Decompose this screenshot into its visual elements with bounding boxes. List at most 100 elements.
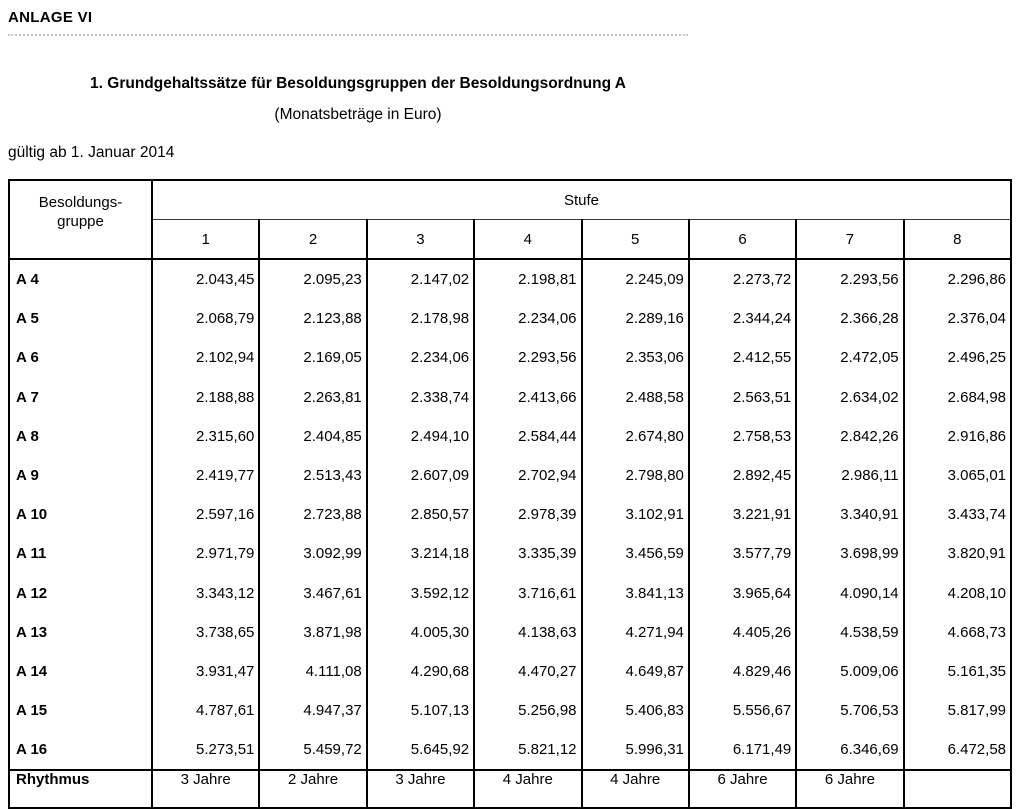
salary-value-cell: 4.649,87	[580, 651, 689, 692]
salary-table-body: A 4 2.043,45 2.095,23 2.147,02 2.198,81 2.245…	[9, 259, 1011, 771]
salary-value-cell: 4.005,30	[365, 612, 475, 652]
salary-value-cell: 2.198,81	[473, 259, 582, 300]
salary-value-cell: 2.273,72	[687, 259, 797, 300]
anlage-heading: ANLAGE VI	[8, 9, 93, 26]
stufe-column-header: 8	[902, 219, 1011, 260]
rhythmus-value-cell	[902, 769, 1011, 809]
salary-value-cell: 2.563,51	[687, 377, 797, 417]
salary-value-cell: 2.293,56	[795, 259, 904, 300]
group-label: A 7	[16, 388, 39, 406]
salary-value-cell: 2.296,86	[902, 259, 1011, 300]
table-row: A 8 2.315,60 2.404,85 2.494,10 2.584,44 2.674…	[9, 416, 1011, 456]
table-row: A 6 2.102,94 2.169,05 2.234,06 2.293,56 2.353…	[9, 338, 1011, 378]
salary-value-cell: 3.221,91	[687, 495, 797, 535]
salary-value-cell: 3.065,01	[902, 455, 1011, 496]
table-row: A 7 2.188,88 2.263,81 2.338,74 2.413,66 2.488…	[9, 377, 1011, 417]
table-row: A 11 2.971,79 3.092,99 3.214,18 3.335,39 3.45…	[9, 534, 1011, 574]
salary-value-cell: 2.584,44	[473, 416, 582, 456]
salary-value-cell: 2.419,77	[150, 455, 260, 496]
salary-value-cell: 5.996,31	[580, 730, 689, 771]
salary-value-cell: 5.556,67	[687, 691, 797, 731]
table-row: A 10 2.597,16 2.723,88 2.850,57 2.978,39 3.10…	[9, 495, 1011, 535]
salary-value-cell: 3.467,61	[258, 573, 367, 613]
salary-value-cell: 4.271,94	[580, 612, 689, 652]
salary-value-cell: 2.188,88	[150, 377, 260, 417]
group-label: A 15	[16, 702, 48, 720]
table-row: A 12 3.343,12 3.467,61 3.592,12 3.716,61 3.84…	[9, 573, 1011, 613]
rhythmus-value-cell: 6 Jahre	[795, 769, 904, 809]
salary-value-cell: 4.947,37	[258, 691, 367, 731]
group-label: A 8	[16, 427, 39, 445]
salary-value-cell: 2.043,45	[150, 259, 260, 300]
stufe-column-header: 1	[152, 219, 260, 260]
rhythmus-value-cell: 3 Jahre	[150, 769, 260, 809]
salary-value-cell: 2.293,56	[473, 338, 582, 378]
salary-value-cell: 4.138,63	[473, 612, 582, 652]
rhythmus-value-cell: 6 Jahre	[687, 769, 797, 809]
salary-value-cell: 6.171,49	[687, 730, 797, 771]
rhythmus-value-cell: 4 Jahre	[580, 769, 689, 809]
salary-value-cell: 2.916,86	[902, 416, 1011, 456]
dotted-divider	[8, 34, 688, 36]
salary-value-cell: 2.344,24	[687, 299, 797, 339]
group-label: A 6	[16, 349, 39, 367]
salary-value-cell: 2.723,88	[258, 495, 367, 535]
salary-value-cell: 4.470,27	[473, 651, 582, 692]
salary-value-cell: 2.971,79	[150, 534, 260, 574]
salary-value-cell: 4.668,73	[902, 612, 1011, 652]
salary-value-cell: 3.340,91	[795, 495, 904, 535]
salary-value-cell: 2.095,23	[258, 259, 367, 300]
salary-value-cell: 5.161,35	[902, 651, 1011, 692]
group-label: A 11	[16, 545, 47, 563]
table-row: A 15 4.787,61 4.947,37 5.107,13 5.256,98 5.40…	[9, 691, 1011, 731]
salary-value-cell: 4.787,61	[150, 691, 260, 731]
salary-value-cell: 5.459,72	[258, 730, 367, 771]
salary-table-foot: Rhythmus 3 Jahre 2 Jahre 3 Jahre 4 Jahre 4 J…	[9, 769, 1011, 809]
salary-value-cell: 3.456,59	[580, 534, 689, 574]
salary-value-cell: 4.208,10	[902, 573, 1011, 613]
salary-value-cell: 3.433,74	[902, 495, 1011, 535]
group-label: A 16	[16, 741, 48, 759]
salary-value-cell: 3.965,64	[687, 573, 797, 613]
salary-value-cell: 2.289,16	[580, 299, 689, 339]
rhythmus-value-cell: 3 Jahre	[365, 769, 475, 809]
salary-value-cell: 2.494,10	[365, 416, 475, 456]
stufe-header: Stufe	[563, 191, 600, 209]
salary-value-cell: 3.335,39	[473, 534, 582, 574]
salary-value-cell: 3.592,12	[365, 573, 475, 613]
salary-value-cell: 2.123,88	[258, 299, 367, 339]
salary-value-cell: 2.472,05	[795, 338, 904, 378]
salary-value-cell: 2.234,06	[473, 299, 582, 339]
salary-value-cell: 3.577,79	[687, 534, 797, 574]
rhythmus-value-cell: 4 Jahre	[473, 769, 582, 809]
title-block: 1. Grundgehaltssätze für Besoldungsgrupp…	[8, 74, 708, 124]
salary-value-cell: 2.338,74	[365, 377, 475, 417]
salary-value-cell: 4.405,26	[687, 612, 797, 652]
salary-value-cell: 2.413,66	[473, 377, 582, 417]
salary-value-cell: 2.102,94	[150, 338, 260, 378]
table-row: A 16 5.273,51 5.459,72 5.645,92 5.821,12 5.99…	[9, 730, 1011, 771]
group-header-line1: Besoldungs-	[38, 193, 123, 211]
stufe-column-header: 4	[473, 219, 582, 260]
salary-value-cell: 5.645,92	[365, 730, 475, 771]
salary-value-cell: 4.090,14	[795, 573, 904, 613]
salary-value-cell: 6.346,69	[795, 730, 904, 771]
group-label: A 9	[16, 467, 39, 485]
salary-value-cell: 2.366,28	[795, 299, 904, 339]
group-label: A 12	[16, 584, 48, 602]
salary-value-cell: 3.820,91	[902, 534, 1011, 574]
group-label: A 14	[16, 662, 48, 680]
salary-value-cell: 2.178,98	[365, 299, 475, 339]
salary-value-cell: 2.634,02	[795, 377, 904, 417]
salary-value-cell: 2.892,45	[687, 455, 797, 496]
rhythmus-label: Rhythmus	[9, 769, 152, 809]
stufe-column-header: 6	[687, 219, 797, 260]
stufe-header-row: Besoldungs- gruppe Stufe	[9, 180, 1011, 260]
salary-value-cell: 2.684,98	[902, 377, 1011, 417]
salary-value-cell: 3.738,65	[150, 612, 260, 652]
salary-value-cell: 2.169,05	[258, 338, 367, 378]
salary-value-cell: 2.513,43	[258, 455, 367, 496]
salary-value-cell: 5.406,83	[580, 691, 689, 731]
salary-value-cell: 2.412,55	[687, 338, 797, 378]
